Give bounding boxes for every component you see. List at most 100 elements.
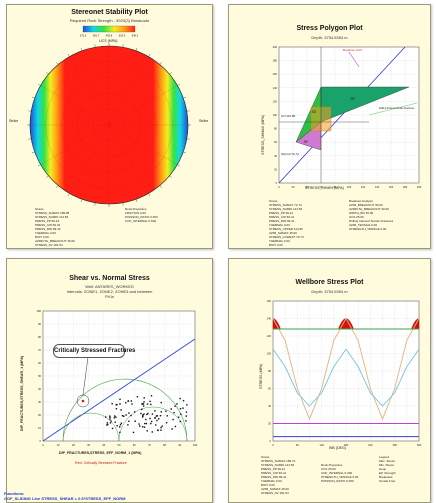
stereonet-chart: 270.6 381.7 492.8 603.9 640.0 <box>27 25 191 207</box>
stereonet-tick <box>56 185 59 188</box>
side-label-left: Strike <box>9 119 19 123</box>
polygon-y-tick: 120 <box>273 99 278 103</box>
shear-y-tick: 70 <box>38 348 41 352</box>
fracture-point <box>141 408 143 411</box>
stereonet-tick <box>94 44 96 48</box>
fracture-point <box>176 403 178 405</box>
side-label-right: Strike <box>199 119 209 123</box>
fracture-point <box>156 415 159 417</box>
wellbore-legend-line: Hoop <box>379 467 387 471</box>
stereonet-stress-line: STRESS_SHMIN 114.56 <box>35 215 69 219</box>
shear-subtitle-2: Intervals: ZONE1, ZONE2, ZONE3 and betwe… <box>66 289 153 294</box>
fracture-point <box>109 415 111 417</box>
stress-polygon-chart: NF SS RF Sv=113.85 Shmin=79.73 Breakout 0.00 D… <box>273 45 422 189</box>
wellbore-rock-block: Rock Properties UCS 25.00 COF_INTERNAL 0.3… <box>321 463 358 483</box>
stereonet-stress-line: STRESS_SHMAX 189.85 <box>35 211 70 215</box>
fracture-point <box>128 412 130 414</box>
fracture-point <box>120 409 122 411</box>
region-label: NF <box>304 140 309 144</box>
fracture-point <box>105 416 107 418</box>
stereonet-tick <box>94 202 96 206</box>
stereonet-tick <box>169 72 172 75</box>
fracture-point <box>185 420 187 422</box>
wellbore-y-tick: 20 <box>268 422 271 426</box>
polygon-breakout-line: Drilling Induced Tensile Fractures <box>349 219 394 223</box>
callout-ring <box>76 394 90 408</box>
shear-x-tick: 40 <box>102 443 105 447</box>
fracture-point <box>125 402 127 404</box>
fracture-point <box>157 429 159 431</box>
shear-x-tick: 0 <box>42 443 44 447</box>
fracture-point <box>143 397 145 399</box>
fracture-point <box>107 423 109 426</box>
wellbore-rock-line: STRENGTH_TENSILE 0.00 <box>321 475 359 479</box>
stereonet-ring <box>77 93 141 157</box>
fracture-point <box>150 403 152 406</box>
polygon-y-tick: 200 <box>273 45 278 49</box>
shmin-annotation: Shmin=79.73 <box>281 152 299 156</box>
stereonet-ring <box>61 77 157 173</box>
stereonet-tick <box>159 185 162 188</box>
polygon-breakout-line: AZIM_TENSILE 0.00 <box>349 223 378 227</box>
colorbar-tick-label: 270.6 <box>80 34 87 38</box>
fracture-point <box>160 411 163 413</box>
fracture-point <box>146 403 149 405</box>
breakout-annotation: Breakout 0.00 <box>343 48 362 52</box>
polygon-x-tick: 200 <box>417 185 422 189</box>
fracture-point <box>113 417 116 419</box>
polygon-stress-line: STRESS_SHMIN 114.56 <box>269 207 303 211</box>
stereonet-tick <box>28 138 32 140</box>
fracture-point <box>172 418 174 421</box>
shear-y-tick: 30 <box>38 400 41 404</box>
fracture-point <box>109 422 112 424</box>
shear-xlabel: DIP_FRACTURES,STRESS_EFF_NORM_1 (MPA) <box>59 451 142 455</box>
fracture-point <box>120 422 123 424</box>
stereonet-tick <box>186 138 190 140</box>
stress-polygon-panel: Stress Polygon Plot Depth: 3754.5354 m N… <box>228 4 431 249</box>
fracture-point <box>154 417 156 419</box>
polygon-stress-line: AZIM_SHMAX 45.00 <box>269 231 297 235</box>
polygon-breakout-line: WIDTH_BO 30.00 <box>349 211 374 215</box>
stereonet-stress-line: STRESS_SV 181.54 <box>35 243 63 247</box>
shear-x-tick: 90 <box>178 443 181 447</box>
fracture-point <box>133 411 136 413</box>
polygon-x-tick: 140 <box>375 185 380 189</box>
fracture-point <box>106 424 108 426</box>
stereonet-tick <box>37 164 41 167</box>
wellbore-legend-line: Tensile Frac. <box>379 479 397 483</box>
fracture-point <box>142 403 145 405</box>
shear-normal-panel: Shear vs. Normal Stress Well: ANTARES_WO… <box>6 258 213 503</box>
wellbore-stress-line: PRESS_CW 69.41 <box>261 471 287 475</box>
fracture-point <box>165 410 167 412</box>
fracture-point <box>179 397 181 400</box>
polygon-title: Stress Polygon Plot <box>296 25 363 32</box>
critical-fracture-point <box>81 399 85 403</box>
wellbore-legend-line: Max. Stress <box>379 459 395 463</box>
stereonet-rock-block: Rock Properties FRICTION 0.60 POISSON_RATI… <box>125 207 158 223</box>
shear-x-tick: 10 <box>57 443 60 447</box>
wellbore-x-tick: 360 <box>417 443 422 447</box>
fracture-point <box>119 424 122 426</box>
shear-y-tick: 50 <box>38 374 41 378</box>
polygon-breakout-line: AZIM_BREAKOUT 30.00 <box>349 203 383 207</box>
polygon-y-tick: 100 <box>273 113 278 117</box>
wellbore-y-tick: 100 <box>267 352 272 356</box>
wellbore-rock-line: COF_INTERNAL 0.300 <box>321 471 353 475</box>
fracture-point <box>109 416 111 419</box>
polygon-x-tick: 80 <box>334 185 337 189</box>
wellbore-stress-block: Stress STRESS_SHMAX 189.72 STRESS_SHMIN 11… <box>261 455 295 495</box>
wellbore-x-tick: 300 <box>393 443 398 447</box>
fracture-point <box>145 418 147 421</box>
series-min-stressline <box>272 348 420 407</box>
wellbore-chart: 0 60 120 180 240 300 360 0 20 40 60 80 100 120 140 160 <box>267 299 422 447</box>
shear-y-tick: 0 <box>40 439 42 443</box>
shear-y-tick: 90 <box>38 322 41 326</box>
fracture-point <box>142 415 144 417</box>
fracture-point <box>143 413 145 415</box>
wellbore-stress-line: PRESS_PP 69.41 <box>261 467 286 471</box>
fracture-point <box>171 428 173 430</box>
shear-x-tick: 30 <box>87 443 90 447</box>
fracture-point <box>155 415 158 417</box>
fracture-point <box>130 400 133 402</box>
fracture-point <box>179 420 182 423</box>
